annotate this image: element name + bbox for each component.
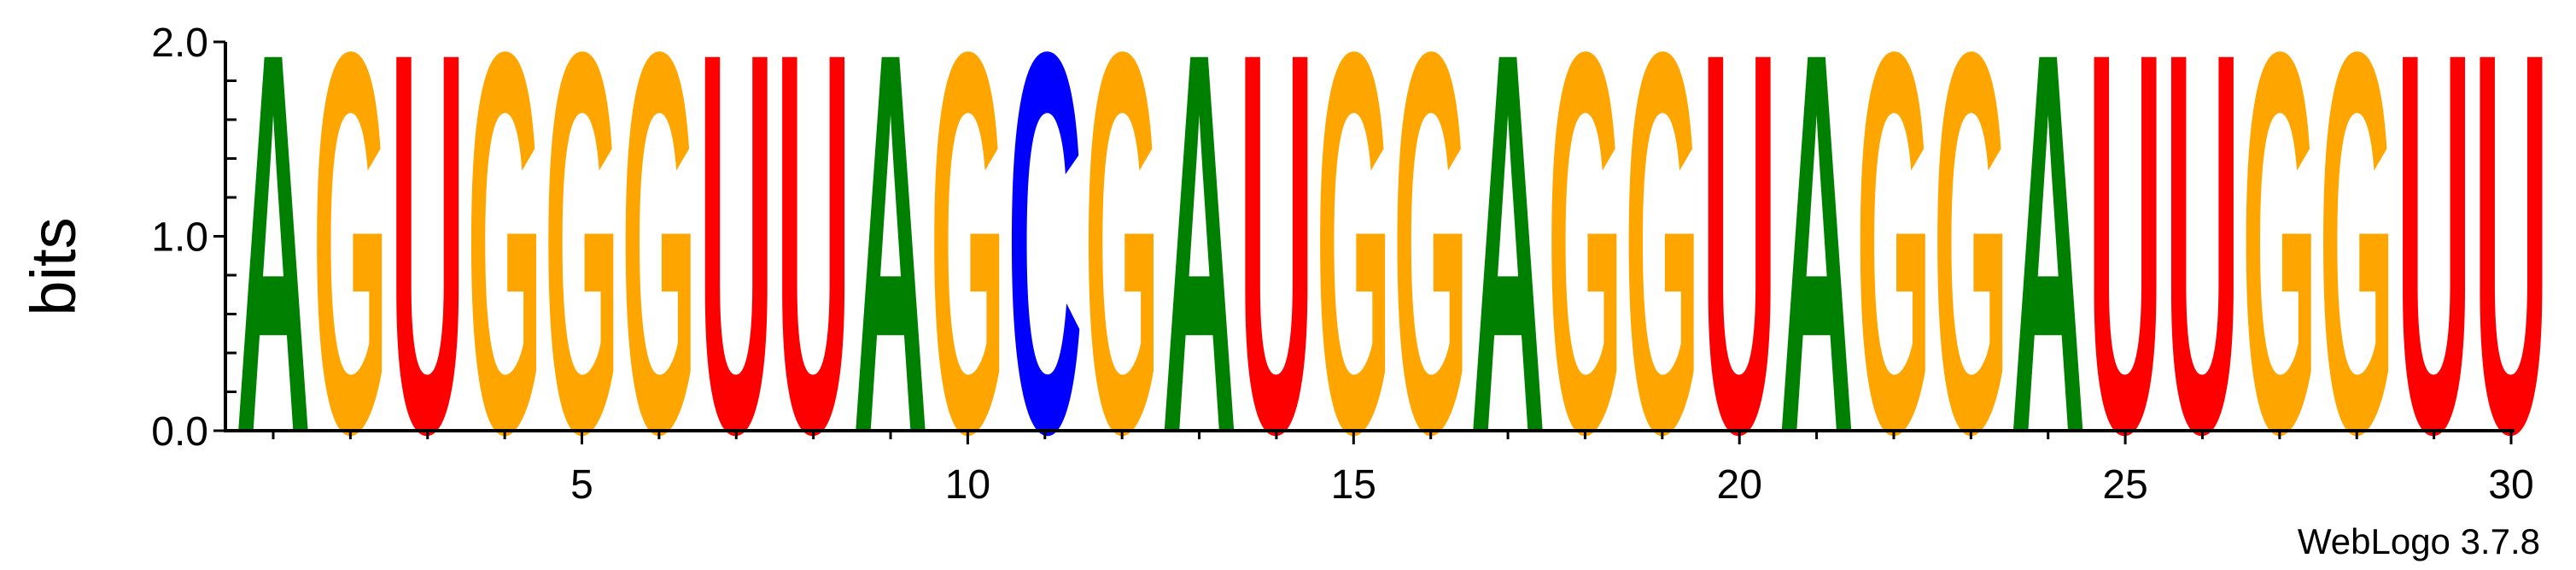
logo-glyph-G-pos-6: G xyxy=(622,0,697,546)
logo-glyph-U-pos-29: U xyxy=(2397,0,2472,546)
logo-glyph-G-pos-4: G xyxy=(467,0,542,546)
logo-glyph-A-pos-17: A xyxy=(1470,0,1545,546)
x-tick-label: 10 xyxy=(945,462,990,508)
logo-glyph-U-pos-3: U xyxy=(390,0,465,546)
logo-glyph-G-pos-12: G xyxy=(1084,0,1159,546)
x-axis-ticks: 5 10 15 20 25 30 xyxy=(272,431,2534,508)
logo-glyph-U-pos-14: U xyxy=(1239,0,1314,546)
x-tick-label: 30 xyxy=(2488,462,2533,508)
x-tick-label: 5 xyxy=(570,462,593,508)
y-axis-label: bits xyxy=(18,217,89,315)
weblogo-credit: WebLogo 3.7.8 xyxy=(2298,521,2540,561)
logo-glyph-A-pos-1: A xyxy=(236,0,311,546)
logo-glyph-U-pos-7: U xyxy=(698,0,774,546)
x-tick-label: 20 xyxy=(1717,462,1762,508)
logo-glyph-G-pos-5: G xyxy=(545,0,620,546)
logo-glyph-G-pos-15: G xyxy=(1316,0,1391,546)
y-tick-label: 2.0 xyxy=(151,21,208,66)
logo-glyph-A-pos-13: A xyxy=(1162,0,1237,546)
logo-glyph-A-pos-21: A xyxy=(1779,0,1855,546)
y-tick-label: 0.0 xyxy=(151,409,208,455)
y-axis-ticks: 0.0 1.0 2.0 xyxy=(151,21,237,455)
y-tick-label: 1.0 xyxy=(151,215,208,261)
x-tick-label: 15 xyxy=(1331,462,1376,508)
logo-glyph-G-pos-28: G xyxy=(2319,0,2394,546)
x-tick-label: 25 xyxy=(2102,462,2147,508)
logo-glyph-G-pos-2: G xyxy=(313,0,388,546)
logo-glyph-A-pos-24: A xyxy=(2011,0,2086,546)
logo-glyph-U-pos-20: U xyxy=(1702,0,1777,546)
logo-glyph-U-pos-26: U xyxy=(2165,0,2240,546)
logo-glyph-G-pos-16: G xyxy=(1393,0,1469,546)
logo-glyph-C-pos-11: C xyxy=(1008,0,1083,546)
logo-glyph-G-pos-27: G xyxy=(2242,0,2317,546)
logo-glyph-G-pos-10: G xyxy=(931,0,1006,546)
logo-glyph-G-pos-23: G xyxy=(1934,0,2009,546)
logo-glyph-G-pos-19: G xyxy=(1625,0,1700,546)
logo-glyph-G-pos-18: G xyxy=(1548,0,1623,546)
logo-glyph-U-pos-30: U xyxy=(2474,0,2549,546)
logo-glyph-U-pos-25: U xyxy=(2088,0,2163,546)
logo-glyph-G-pos-22: G xyxy=(1856,0,1931,546)
logo-glyph-U-pos-8: U xyxy=(776,0,851,546)
logo-glyph-A-pos-9: A xyxy=(853,0,928,546)
